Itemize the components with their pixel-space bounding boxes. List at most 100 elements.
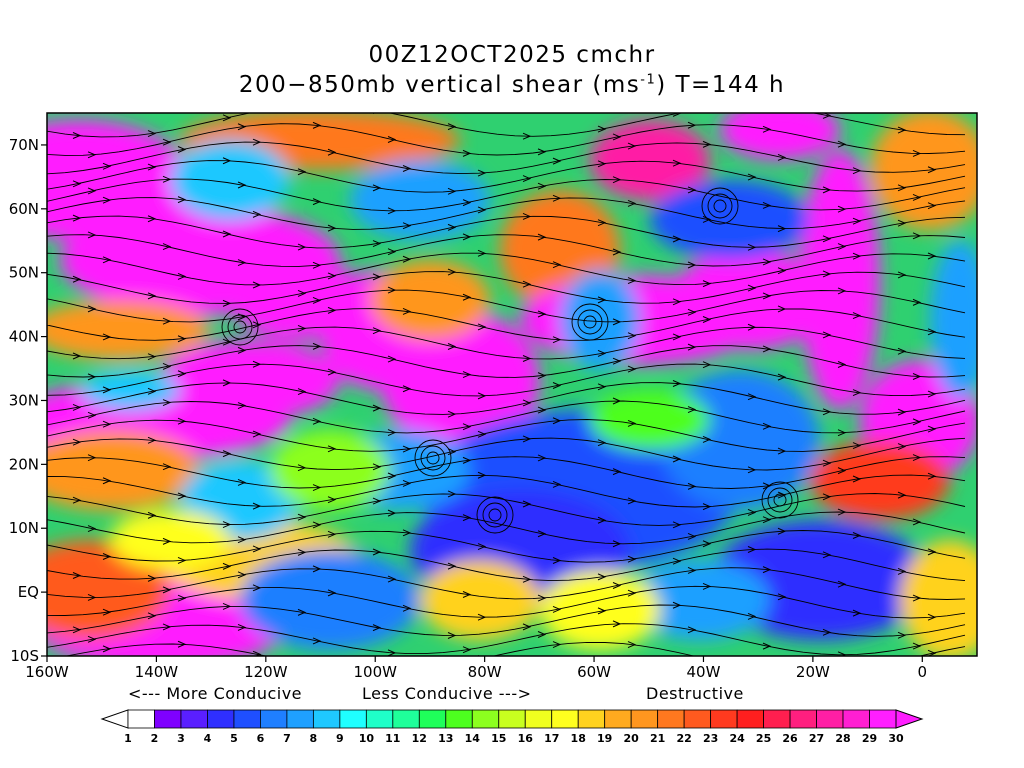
stream-arrow [627,419,637,427]
stream-arrow [327,368,337,376]
circulation-center [583,315,597,329]
colorbar-label: 29 [862,732,877,745]
stream-arrow [297,324,307,332]
circulation-center [701,187,739,225]
streamline [47,289,966,323]
stream-arrow [522,355,532,362]
colorbar-label: 16 [518,732,534,745]
stream-arrow [312,521,322,529]
stream-arrow [162,362,172,370]
circulation-center [713,199,727,213]
stream-arrow [852,442,862,450]
stream-arrow [702,140,712,148]
stream-arrow [462,456,472,464]
stream-arrow [777,267,787,275]
stream-arrow [912,149,922,157]
stream-arrow [537,148,547,156]
stream-arrow [747,284,757,292]
stream-arrow [372,404,382,412]
stream-arrow [147,612,157,620]
stream-arrow [147,574,157,582]
stream-arrow [852,217,862,225]
stream-arrow [327,306,337,314]
stream-arrow [147,436,157,444]
stream-arrow [297,608,307,616]
lat-label: 40N [9,328,39,346]
colorbar-label: 25 [756,732,771,745]
stream-arrow [897,126,907,134]
stream-arrow [612,357,622,365]
stream-arrow [102,645,112,653]
stream-arrow [72,626,82,634]
stream-arrow [177,594,187,602]
stream-arrow [522,399,532,407]
stream-arrow [147,130,157,137]
shear-region [720,113,840,160]
streamline [47,160,966,193]
stream-arrow [87,454,97,462]
stream-arrow [702,540,712,548]
shear-region [420,560,540,640]
stream-arrow [477,206,487,214]
stream-arrow [87,411,97,419]
stream-arrow [762,422,772,430]
stream-arrow [777,447,787,455]
stream-arrow [222,602,232,610]
stream-arrow [927,166,937,174]
stream-arrow [387,355,397,363]
stream-arrow [327,272,337,280]
colorbar-label: 17 [544,732,559,745]
streamline [47,567,966,600]
lon-label: 60W [577,663,611,681]
stream-arrow [777,154,787,161]
stream-arrow [837,580,847,588]
stream-arrow [612,176,622,184]
stream-arrow [672,333,682,341]
stream-arrow [537,310,547,318]
colorbar: 1 2 3 4 5 6 7 8 9 10 11 12 13 14 15 16 17 18 19 20 21 22 23 24 2… [100,709,924,745]
colorbar-swatch [657,709,685,729]
colorbar-label: 4 [204,732,212,745]
colorbar-swatch [127,709,155,729]
streamline [47,437,966,471]
circulation-center [707,193,733,219]
stream-arrow [837,287,847,295]
stream-arrow [297,548,307,556]
stream-arrow [912,232,922,240]
streamline [47,548,966,582]
stream-arrow [522,500,532,508]
stream-arrow [552,417,562,425]
stream-arrow [912,298,922,306]
stream-arrow [537,372,547,380]
streamline [47,623,966,656]
stream-arrow [72,132,82,139]
stream-arrow [612,540,622,548]
stream-arrow [762,566,772,574]
shear-region [160,340,340,420]
colorbar-label: 22 [676,732,691,745]
stream-arrow [837,243,847,250]
lat-label: 10S [10,647,39,665]
shear-region [900,540,977,656]
stream-arrow [252,584,262,592]
colorbar-swatch [551,709,579,729]
stream-arrow [447,187,457,195]
streamline [47,123,966,156]
stream-arrow [672,601,682,609]
stream-arrow [387,649,397,656]
stream-arrow [237,181,247,189]
stream-arrow [402,479,412,487]
shear-region [560,270,640,370]
stream-arrow [402,604,412,612]
stream-arrow [702,582,712,590]
stream-arrow [597,296,607,304]
stream-arrow [747,243,757,251]
circulation-center [767,487,793,513]
shear-region [240,550,420,650]
title-prefix: 200−850mb vertical shear (ms [238,72,641,98]
title-suffix: ) T=144 h [656,72,786,98]
colorbar-swatch [445,709,473,729]
stream-arrow [387,136,397,143]
stream-arrow [477,249,487,257]
stream-arrow [612,582,622,589]
